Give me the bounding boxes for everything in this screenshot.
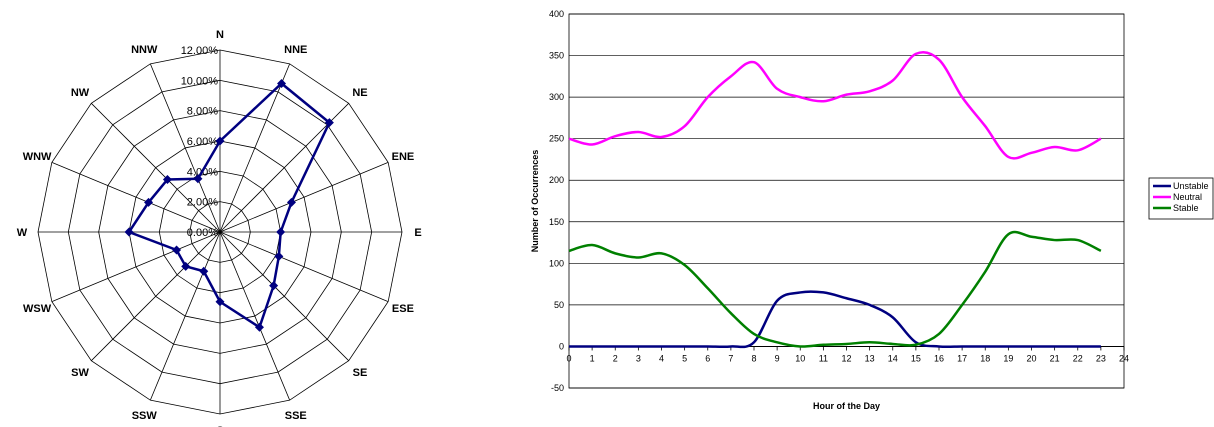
x-tick-label: 17	[957, 353, 967, 363]
radar-spoke	[51, 161, 221, 233]
radar-spoke	[219, 231, 389, 303]
direction-label: SSW	[132, 410, 158, 422]
radial-tick-label: 8.00%	[187, 106, 218, 118]
x-tick-label: 24	[1119, 353, 1129, 363]
direction-label: W	[17, 227, 28, 239]
radar-point	[286, 197, 296, 207]
radar-spoke	[219, 231, 349, 361]
x-tick-label: 11	[819, 353, 828, 363]
x-tick-label: 21	[1050, 353, 1060, 363]
x-tick-label: 2	[613, 353, 618, 363]
x-tick-label: 6	[705, 353, 710, 363]
direction-label: NNE	[284, 44, 307, 56]
radar-point	[276, 227, 286, 237]
radar-spoke	[149, 231, 221, 401]
radar-spoke	[91, 231, 221, 361]
radar-point	[254, 322, 264, 332]
x-tick-label: 19	[1003, 353, 1013, 363]
wind-rose-chart: N NNE NE ENE E ESE SE SSE S SSW SW WSW W WNW NW NNW 0.00…	[17, 29, 422, 427]
direction-label: SSE	[285, 410, 307, 422]
y-axis-title: Number of Occurrences	[530, 150, 540, 253]
series-line-neutral	[568, 51, 1102, 160]
x-axis-title: Hour of the Day	[813, 401, 880, 411]
y-tick-label: 50	[554, 300, 564, 310]
x-tick-label: 0	[566, 353, 571, 363]
radar-point	[269, 281, 279, 291]
radar-grid	[37, 49, 403, 415]
direction-label: S	[216, 425, 223, 427]
direction-label: E	[414, 227, 421, 239]
x-tick-label: 23	[1096, 353, 1106, 363]
x-tick-label: 3	[636, 353, 641, 363]
direction-label: NE	[352, 87, 367, 99]
radar-point	[181, 261, 191, 271]
direction-label: NNW	[131, 44, 158, 56]
radar-spoke	[219, 161, 389, 233]
x-tick-label: 14	[888, 353, 898, 363]
radar-point	[215, 136, 225, 146]
direction-label: WSW	[23, 303, 52, 315]
radar-spoke	[149, 63, 221, 233]
x-tick-label: 16	[934, 353, 944, 363]
y-tick-label: -50	[551, 383, 564, 393]
x-tick-label: 22	[1073, 353, 1083, 363]
y-tick-label: 0	[559, 341, 564, 351]
legend-label: Stable	[1173, 203, 1199, 213]
direction-label: ESE	[392, 303, 414, 315]
radar-point	[199, 266, 209, 276]
direction-label: SW	[71, 367, 89, 379]
y-tick-label: 100	[549, 258, 564, 268]
direction-label: N	[216, 29, 224, 41]
direction-label: SE	[353, 367, 368, 379]
legend-label: Unstable	[1173, 181, 1209, 191]
x-tick-label: 7	[728, 353, 733, 363]
y-tick-label: 250	[549, 134, 564, 144]
x-tick-label: 8	[751, 353, 756, 363]
radar-point	[172, 245, 182, 255]
x-tick-label: 15	[911, 353, 921, 363]
radar-point	[193, 174, 203, 184]
legend-label: Neutral	[1173, 192, 1202, 202]
x-tick-label: 10	[795, 353, 805, 363]
direction-label: NW	[71, 87, 90, 99]
x-tick-label: 20	[1026, 353, 1036, 363]
y-tick-label: 300	[549, 92, 564, 102]
radar-spoke	[91, 103, 221, 233]
y-tick-label: 150	[549, 217, 564, 227]
y-tick-label: 400	[549, 9, 564, 19]
x-tick-label: 1	[590, 353, 595, 363]
radar-point	[162, 174, 172, 184]
radial-tick-label: 6.00%	[187, 136, 218, 148]
series-line-unstable	[569, 290, 1101, 349]
line-grid	[569, 13, 1124, 389]
radar-point	[124, 227, 134, 237]
radar-point	[215, 297, 225, 307]
radar-point	[324, 118, 334, 128]
series-line-stable	[568, 230, 1102, 348]
radar-spoke	[219, 63, 291, 233]
radar-point	[144, 197, 154, 207]
direction-label: WNW	[23, 151, 52, 163]
radial-tick-label: 12.00%	[181, 45, 219, 57]
y-tick-label: 200	[549, 175, 564, 185]
radar-point	[277, 78, 287, 88]
radial-tick-label: 10.00%	[181, 75, 219, 87]
x-tick-label: 4	[659, 353, 664, 363]
radar-point	[274, 251, 284, 261]
radial-tick-label: 2.00%	[187, 197, 218, 209]
y-tick-label: 350	[549, 51, 564, 61]
radial-tick-label: 0.00%	[187, 227, 218, 239]
x-tick-label: 5	[682, 353, 687, 363]
x-tick-label: 18	[980, 353, 990, 363]
x-tick-label: 9	[775, 353, 780, 363]
direction-label: ENE	[392, 151, 415, 163]
radar-spoke	[51, 231, 221, 303]
radar-spoke	[219, 231, 291, 401]
plot-area	[568, 13, 1125, 389]
x-tick-label: 13	[865, 353, 875, 363]
x-tick-label: 12	[841, 353, 851, 363]
